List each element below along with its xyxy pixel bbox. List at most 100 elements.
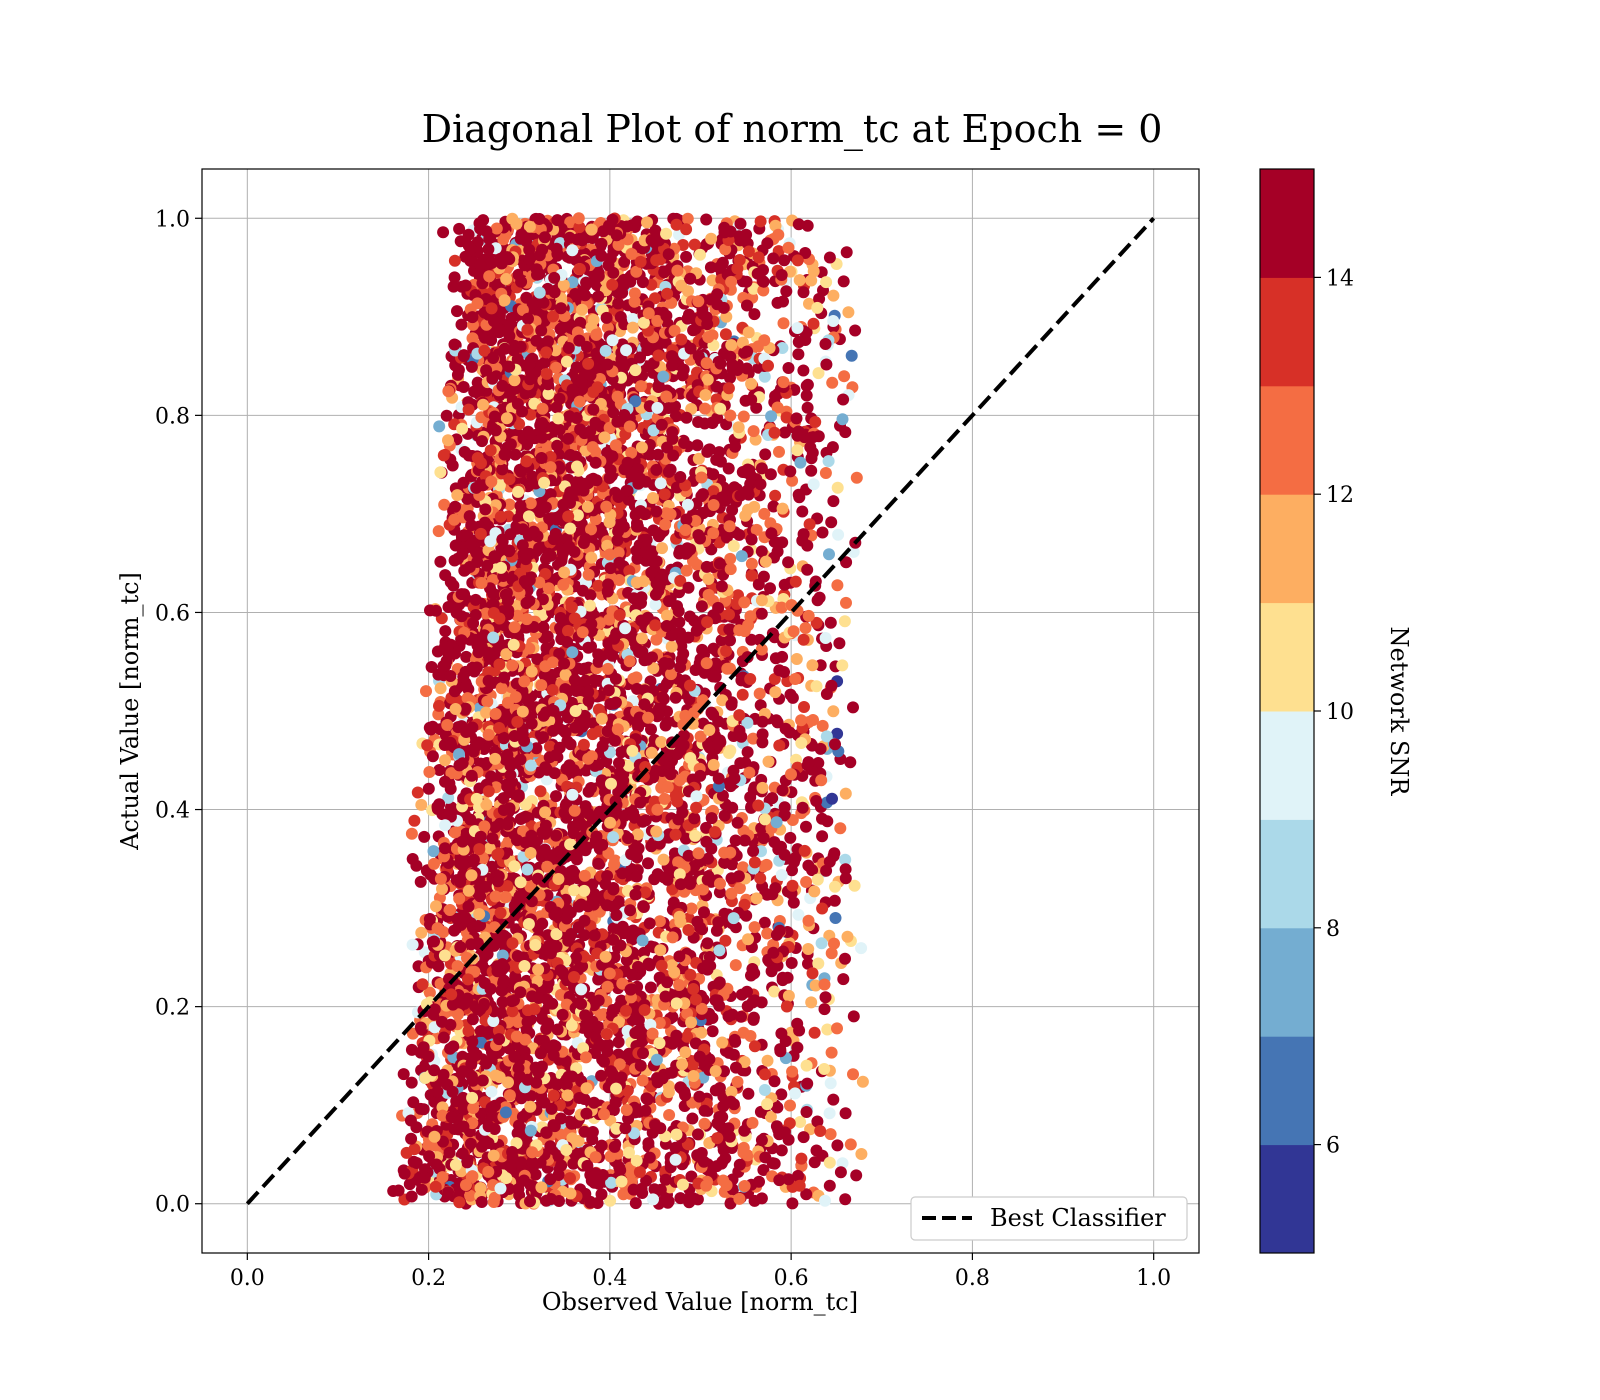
- scatter-point: [786, 691, 799, 704]
- scatter-point: [626, 313, 639, 325]
- scatter-point: [764, 468, 777, 481]
- scatter-point: [440, 409, 453, 422]
- scatter-point: [623, 565, 636, 577]
- scatter-point: [775, 601, 788, 614]
- scatter-point: [740, 275, 753, 288]
- scatter-point: [432, 525, 445, 538]
- scatter-point: [785, 957, 798, 969]
- scatter-point: [787, 896, 800, 909]
- scatter-point: [836, 659, 849, 672]
- scatter-point: [595, 237, 608, 250]
- scatter-point: [747, 1011, 760, 1024]
- scatter-point: [801, 219, 814, 232]
- scatter-point: [811, 873, 824, 886]
- scatter-point: [665, 668, 677, 681]
- scatter-point: [789, 1087, 802, 1100]
- scatter-point: [765, 527, 778, 540]
- scatter-point: [700, 213, 713, 226]
- scatter-point: [776, 342, 789, 354]
- scatter-point: [451, 489, 464, 502]
- scatter-point: [525, 1090, 538, 1103]
- scatter-point: [706, 274, 719, 287]
- scatter-point: [782, 556, 795, 569]
- scatter-point: [823, 251, 836, 264]
- scatter-point: [598, 1108, 610, 1121]
- scatter-point: [745, 569, 758, 582]
- scatter-point: [723, 520, 736, 533]
- scatter-point: [812, 367, 825, 380]
- scatter-point: [823, 1156, 836, 1169]
- scatter-point: [786, 474, 799, 487]
- scatter-point: [743, 766, 756, 779]
- scatter-point: [738, 1124, 751, 1137]
- scatter-point: [773, 664, 786, 677]
- scatter-point: [789, 575, 802, 588]
- scatter-point: [741, 746, 754, 759]
- scatter-point: [676, 1178, 689, 1191]
- scatter-point: [685, 403, 698, 415]
- scatter-point: [570, 951, 583, 964]
- scatter-point: [433, 420, 446, 433]
- scatter-point: [828, 937, 840, 950]
- scatter-point: [423, 986, 436, 999]
- scatter-point: [425, 661, 438, 673]
- scatter-point: [839, 952, 851, 965]
- scatter-point: [741, 716, 754, 729]
- scatter-point: [531, 653, 544, 666]
- scatter-point: [586, 878, 599, 891]
- scatter-point: [564, 838, 577, 851]
- scatter-point: [631, 828, 644, 841]
- scatter-point: [807, 478, 820, 491]
- scatter-point: [782, 989, 795, 1002]
- scatter-point: [592, 857, 605, 870]
- scatter-point: [494, 323, 507, 336]
- scatter-point: [485, 1085, 498, 1098]
- scatter-point: [810, 616, 823, 629]
- scatter-point: [827, 705, 840, 718]
- scatter-point: [433, 699, 445, 712]
- scatter-point: [442, 434, 454, 447]
- scatter-point: [628, 287, 641, 300]
- scatter-point: [769, 489, 782, 502]
- scatter-point: [819, 467, 832, 479]
- scatter-point: [784, 831, 797, 844]
- scatter-point: [827, 495, 840, 508]
- scatter-point: [642, 857, 654, 870]
- scatter-point: [642, 1137, 655, 1150]
- scatter-point: [745, 533, 758, 546]
- scatter-point: [842, 306, 855, 319]
- scatter-point: [544, 488, 557, 501]
- scatter-point: [837, 393, 850, 406]
- scatter-point: [754, 872, 767, 885]
- scatter-point: [802, 957, 814, 970]
- scatter-point: [844, 756, 857, 769]
- scatter-point: [837, 275, 850, 288]
- scatter-point: [782, 362, 795, 374]
- scatter-point: [513, 418, 526, 430]
- scatter-point: [397, 1068, 410, 1081]
- scatter-point: [698, 1117, 711, 1130]
- scatter-point: [703, 443, 716, 456]
- scatter-point: [658, 657, 671, 669]
- scatter-point: [627, 1183, 640, 1196]
- scatter-point: [438, 498, 451, 511]
- scatter-point: [406, 938, 419, 951]
- scatter-point: [585, 782, 597, 794]
- scatter-point: [537, 621, 550, 634]
- scatter-point: [767, 500, 780, 513]
- scatter-point: [557, 279, 570, 291]
- scatter-point: [808, 885, 821, 898]
- scatter-point: [636, 276, 649, 289]
- scatter-point: [794, 456, 807, 469]
- scatter-point: [802, 943, 815, 955]
- scatter-point: [683, 693, 696, 706]
- scatter-point: [840, 596, 852, 609]
- scatter-point: [725, 1085, 738, 1098]
- scatter-point: [519, 798, 532, 811]
- scatter-point: [758, 370, 771, 383]
- scatter-point: [588, 887, 601, 900]
- scatter-point: [618, 255, 631, 268]
- scatter-point: [825, 947, 838, 960]
- scatter-point: [709, 657, 722, 670]
- scatter-point: [569, 254, 582, 266]
